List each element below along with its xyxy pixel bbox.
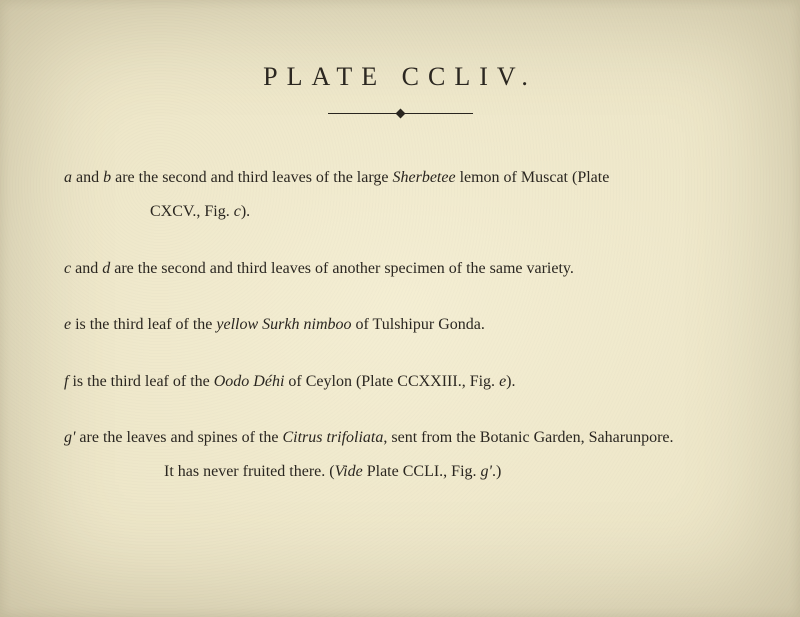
text: Plate CCLI., Fig. — [363, 463, 481, 480]
entry-g-line2: It has never fruited there. (Vide Plate … — [64, 457, 742, 487]
text: and — [76, 169, 103, 186]
text: .) — [492, 463, 501, 480]
text: CXCV., Fig. — [150, 203, 234, 220]
entry-cd: c and d are the second and third leaves … — [58, 254, 742, 284]
label-g: g' — [64, 429, 79, 446]
text: are the second and third leaves of the l… — [115, 169, 392, 186]
text: lemon of Muscat (Plate — [456, 169, 610, 186]
label-e: e — [64, 316, 75, 333]
divider-line-left — [328, 113, 398, 114]
label-b: b — [103, 169, 115, 186]
entry-g: g' are the leaves and spines of the Citr… — [58, 423, 742, 488]
text: , sent from the Botanic Garden, Saharunp… — [383, 429, 673, 446]
ital-gprime: g' — [481, 463, 492, 480]
text: is the third leaf of the — [75, 316, 216, 333]
entry-f: f is the third leaf of the Oodo Déhi of … — [58, 367, 742, 397]
text: ). — [241, 203, 250, 220]
ital-citrus: Citrus trifoliata — [282, 429, 383, 446]
plate-title: PLATE CCLIV. — [58, 62, 742, 92]
divider-line-right — [403, 113, 473, 114]
text: is the third leaf of the — [72, 373, 213, 390]
document-page: PLATE CCLIV. a and b are the second and … — [0, 0, 800, 617]
label-c: c — [64, 260, 75, 277]
text: of Ceylon (Plate CCXXIII., Fig. — [284, 373, 499, 390]
text: ). — [506, 373, 515, 390]
ital-oodo-dehi: Oodo Déhi — [214, 373, 285, 390]
entry-ab-line2: CXCV., Fig. c). — [64, 197, 742, 227]
divider-diamond-icon — [395, 109, 405, 119]
entry-e: e is the third leaf of the yellow Surkh … — [58, 310, 742, 340]
label-a: a — [64, 169, 76, 186]
ital-yellow-surkh: yellow Surkh nimboo — [216, 316, 351, 333]
text: are the second and third leaves of anoth… — [114, 260, 574, 277]
ital-sherbetee: Sherbetee — [392, 169, 455, 186]
title-divider — [58, 110, 742, 117]
ital-vide: Vide — [335, 463, 363, 480]
text: are the leaves and spines of the — [79, 429, 282, 446]
label-d: d — [102, 260, 114, 277]
entry-ab: a and b are the second and third leaves … — [58, 163, 742, 228]
text: and — [75, 260, 102, 277]
ital-c: c — [234, 203, 241, 220]
text: It has never fruited there. ( — [164, 463, 335, 480]
text: of Tulshipur Gonda. — [352, 316, 485, 333]
